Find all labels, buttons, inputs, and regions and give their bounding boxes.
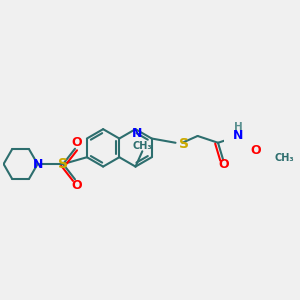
Text: CH₃: CH₃ [275,153,295,163]
Text: O: O [71,136,82,149]
Text: O: O [219,158,229,171]
Text: O: O [71,179,82,192]
Text: N: N [132,127,142,140]
Text: N: N [233,130,244,142]
Text: CH₃: CH₃ [133,141,152,151]
Text: S: S [179,136,189,151]
Text: S: S [58,157,68,171]
Text: H: H [234,122,243,133]
Text: N: N [32,158,43,170]
Text: O: O [250,144,261,157]
